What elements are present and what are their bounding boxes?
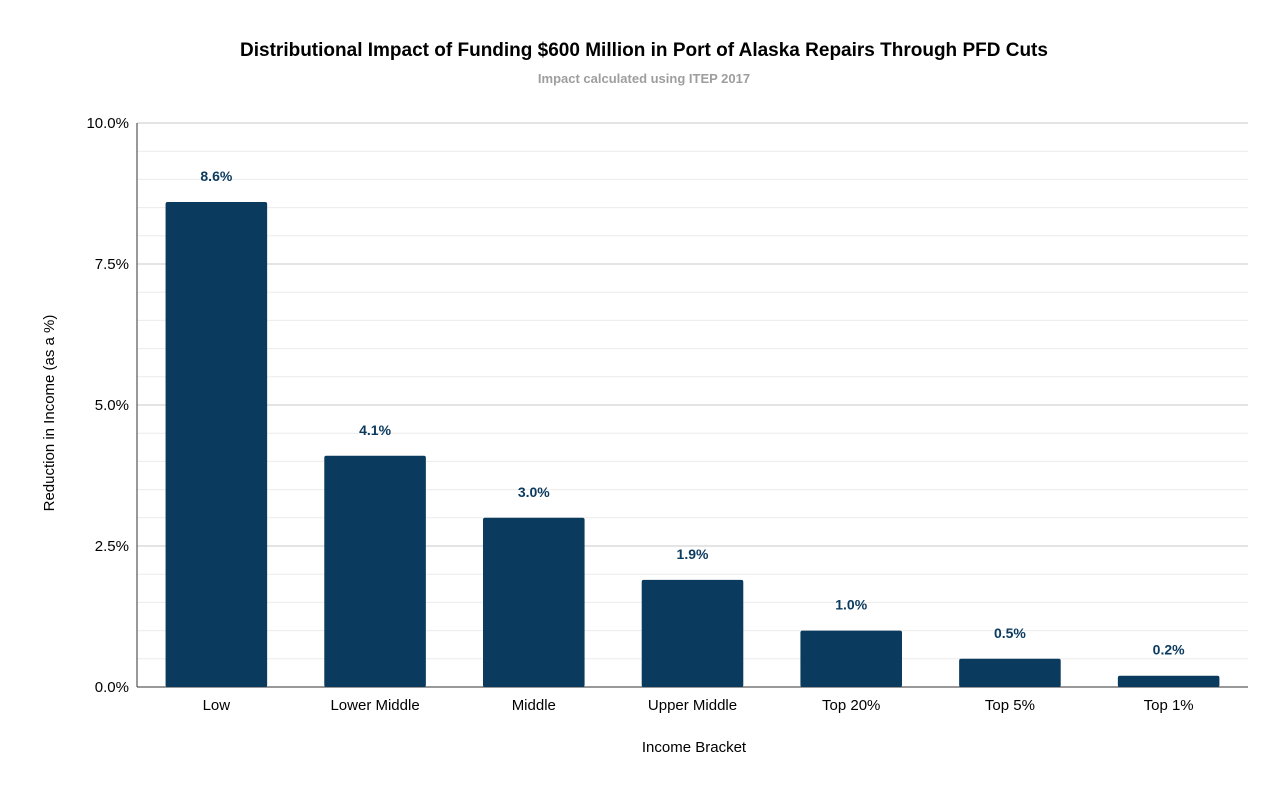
x-tick-label: Top 20% [822,697,880,714]
y-axis-title: Reduction in Income (as a %) [41,315,58,512]
data-label: 1.0% [835,597,867,613]
bar-6 [1117,675,1220,687]
x-tick-label: Top 1% [1144,697,1194,714]
chart-subtitle: Impact calculated using ITEP 2017 [537,71,751,86]
bar-0 [165,201,268,687]
x-tick-label: Upper Middle [648,697,737,714]
data-label: 0.5% [994,625,1026,641]
x-tick-label: Top 5% [985,697,1035,714]
x-tick-label: Lower Middle [330,697,419,714]
bar-5 [959,658,1061,687]
data-label: 0.2% [1153,642,1185,658]
data-label: 3.0% [518,484,550,500]
y-tick-label: 10.0% [86,115,129,132]
chart-title: Distributional Impact of Funding $600 Mi… [240,40,1048,61]
bars [165,201,1220,687]
x-axis-title: Income Bracket [642,739,747,756]
gridlines [136,122,1248,688]
y-tick-label: 0.0% [95,679,129,696]
bar-2 [482,517,585,687]
bar-1 [324,455,426,687]
y-tick-label: 5.0% [95,397,129,414]
data-label: 4.1% [359,422,391,438]
y-tick-label: 2.5% [95,538,129,555]
labels: 0.0% 2.5% 5.0% 7.5% 10.0% 8.6% Low 4.1% Lower Mi… [86,115,1193,714]
data-label: 8.6% [200,168,232,184]
x-tick-label: Middle [512,697,556,714]
bar-3 [641,579,744,687]
data-label: 1.9% [677,546,709,562]
bar-4 [800,630,903,687]
x-tick-label: Low [203,697,231,714]
y-tick-label: 7.5% [95,256,129,273]
